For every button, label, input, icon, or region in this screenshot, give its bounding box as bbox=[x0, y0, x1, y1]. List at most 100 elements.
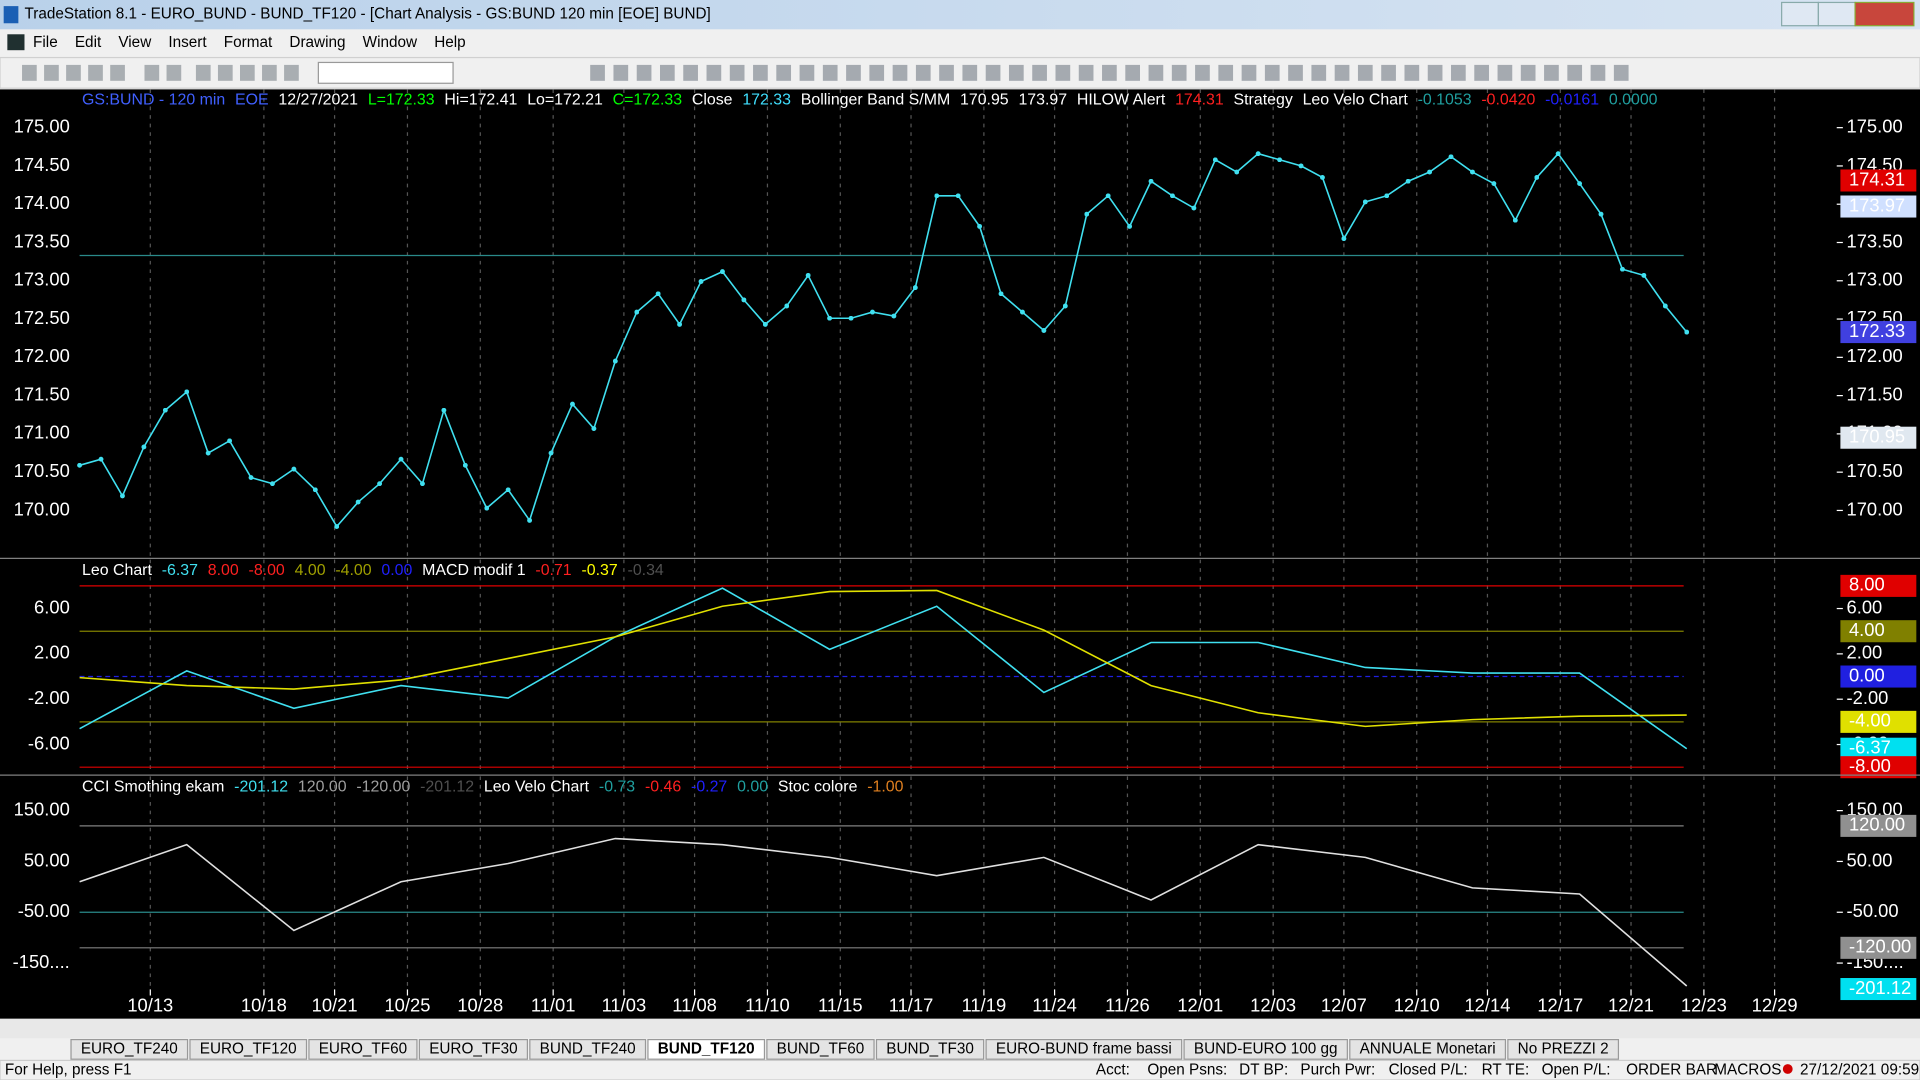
tab[interactable]: EURO_TF120 bbox=[189, 1038, 308, 1060]
tab[interactable]: BUND_TF240 bbox=[529, 1038, 647, 1060]
tab-label[interactable]: No PREZZI 2 bbox=[1518, 1040, 1609, 1057]
tab[interactable]: EURO-BUND frame bassi bbox=[985, 1038, 1183, 1060]
menu-item[interactable]: Window bbox=[363, 34, 418, 51]
y-tick-label-right: 150.00 bbox=[1847, 798, 1903, 819]
pane-header-item: 0.0000 bbox=[1609, 92, 1658, 109]
tool-icon[interactable] bbox=[590, 64, 605, 81]
tab[interactable]: EURO_TF240 bbox=[70, 1038, 189, 1060]
tool-icon[interactable] bbox=[613, 64, 629, 81]
menu-item[interactable]: Insert bbox=[168, 34, 207, 51]
tool-icon[interactable] bbox=[683, 64, 698, 81]
tool-icon[interactable] bbox=[1334, 64, 1350, 81]
tool-icon[interactable] bbox=[776, 64, 792, 81]
pane-header-item: Stoc colore bbox=[778, 779, 858, 796]
tab-label[interactable]: ANNUALE Monetari bbox=[1360, 1040, 1496, 1057]
tool-icon[interactable] bbox=[1474, 64, 1489, 81]
tool-icon[interactable] bbox=[915, 64, 931, 81]
tool-icon[interactable] bbox=[660, 64, 675, 81]
tab[interactable]: EURO_TF60 bbox=[308, 1038, 418, 1060]
tab-label[interactable]: EURO_TF60 bbox=[319, 1040, 407, 1057]
tool-icon[interactable] bbox=[44, 64, 59, 81]
tool-icon[interactable] bbox=[729, 64, 745, 81]
menu-item[interactable]: Format bbox=[224, 34, 273, 51]
tool-icon[interactable] bbox=[1008, 64, 1024, 81]
tool-icon[interactable] bbox=[1264, 64, 1280, 81]
minimize-button[interactable] bbox=[1781, 1, 1819, 27]
tool-icon[interactable] bbox=[1102, 64, 1117, 81]
pane-header-item: 173.97 bbox=[1018, 92, 1067, 109]
tool-icon[interactable] bbox=[66, 64, 81, 81]
tool-icon[interactable] bbox=[217, 64, 233, 81]
menu-item[interactable]: View bbox=[118, 34, 152, 51]
symbol-combo[interactable] bbox=[317, 61, 454, 84]
tool-icon[interactable] bbox=[846, 64, 861, 81]
tool-icon[interactable] bbox=[1195, 64, 1210, 81]
tool-icon[interactable] bbox=[284, 64, 299, 81]
tool-icon[interactable] bbox=[799, 64, 815, 81]
tool-icon[interactable] bbox=[1171, 64, 1187, 81]
menu-item[interactable]: Drawing bbox=[289, 34, 345, 51]
tool-icon[interactable] bbox=[1032, 64, 1047, 81]
tool-icon[interactable] bbox=[1381, 64, 1396, 81]
tool-icon[interactable] bbox=[1125, 64, 1140, 81]
tool-icon[interactable] bbox=[892, 64, 908, 81]
tool-icon[interactable] bbox=[22, 64, 37, 81]
tool-icon[interactable] bbox=[1544, 64, 1559, 81]
tool-icon[interactable] bbox=[195, 64, 211, 81]
tab[interactable]: No PREZZI 2 bbox=[1507, 1038, 1620, 1060]
menu-item[interactable]: Edit bbox=[75, 34, 102, 51]
tool-icon[interactable] bbox=[1218, 64, 1234, 81]
tab-label[interactable]: BUND_TF120 bbox=[658, 1040, 755, 1057]
tool-icon[interactable] bbox=[262, 64, 277, 81]
tab-label[interactable]: BUND_TF30 bbox=[886, 1040, 974, 1057]
tool-icon[interactable] bbox=[1404, 64, 1420, 81]
tool-icon[interactable] bbox=[1497, 64, 1513, 81]
tool-icon[interactable] bbox=[1613, 64, 1629, 81]
tool-icon[interactable] bbox=[1288, 64, 1303, 81]
tool-icon[interactable] bbox=[636, 64, 652, 81]
tool-icon[interactable] bbox=[753, 64, 768, 81]
tool-icon[interactable] bbox=[240, 64, 255, 81]
tool-icon[interactable] bbox=[1311, 64, 1327, 81]
tab[interactable]: BUND_TF60 bbox=[766, 1038, 875, 1060]
tab-label[interactable]: BUND_TF60 bbox=[777, 1040, 865, 1057]
tool-icon[interactable] bbox=[1357, 64, 1373, 81]
tool-icon[interactable] bbox=[166, 64, 182, 81]
menu-item[interactable]: Help bbox=[434, 34, 465, 51]
tool-icon[interactable] bbox=[1451, 64, 1466, 81]
tab-label[interactable]: BUND_TF240 bbox=[540, 1040, 636, 1057]
tool-icon[interactable] bbox=[962, 64, 978, 81]
tool-icon[interactable] bbox=[1427, 64, 1443, 81]
maximize-button[interactable] bbox=[1817, 1, 1856, 27]
tab-label[interactable]: BUND-EURO 100 gg bbox=[1194, 1040, 1338, 1057]
close-button[interactable] bbox=[1854, 1, 1915, 27]
tool-icon[interactable] bbox=[1241, 64, 1257, 81]
tab[interactable]: BUND-EURO 100 gg bbox=[1183, 1038, 1348, 1060]
tab[interactable]: BUND_TF30 bbox=[875, 1038, 985, 1060]
tool-icon[interactable] bbox=[1148, 64, 1164, 81]
tab-label[interactable]: EURO_TF120 bbox=[200, 1040, 297, 1057]
tab[interactable]: ANNUALE Monetari bbox=[1349, 1038, 1507, 1060]
scrollbar[interactable] bbox=[0, 1018, 1920, 1039]
tool-icon[interactable] bbox=[706, 64, 722, 81]
tool-icon[interactable] bbox=[1055, 64, 1071, 81]
tool-icon[interactable] bbox=[985, 64, 1001, 81]
tool-icon[interactable] bbox=[88, 64, 103, 81]
pane-header-item: 172.33 bbox=[742, 92, 791, 109]
tool-icon[interactable] bbox=[1590, 64, 1606, 81]
tool-icon[interactable] bbox=[144, 64, 160, 81]
tool-icon[interactable] bbox=[1078, 64, 1094, 81]
tool-icon[interactable] bbox=[939, 64, 954, 81]
menu-item[interactable]: File bbox=[33, 34, 58, 51]
tab-label[interactable]: EURO_TF240 bbox=[81, 1040, 178, 1057]
tab-label[interactable]: EURO_TF30 bbox=[429, 1040, 517, 1057]
tab[interactable]: EURO_TF30 bbox=[418, 1038, 529, 1060]
tool-icon[interactable] bbox=[869, 64, 885, 81]
tool-icon[interactable] bbox=[1520, 64, 1536, 81]
tool-icon[interactable] bbox=[1567, 64, 1583, 81]
price-tag-label: 173.97 bbox=[1849, 194, 1905, 215]
tab[interactable]: BUND_TF120 bbox=[647, 1038, 766, 1060]
tool-icon[interactable] bbox=[822, 64, 838, 81]
tool-icon[interactable] bbox=[110, 64, 125, 81]
tab-label[interactable]: EURO-BUND frame bassi bbox=[996, 1040, 1172, 1057]
